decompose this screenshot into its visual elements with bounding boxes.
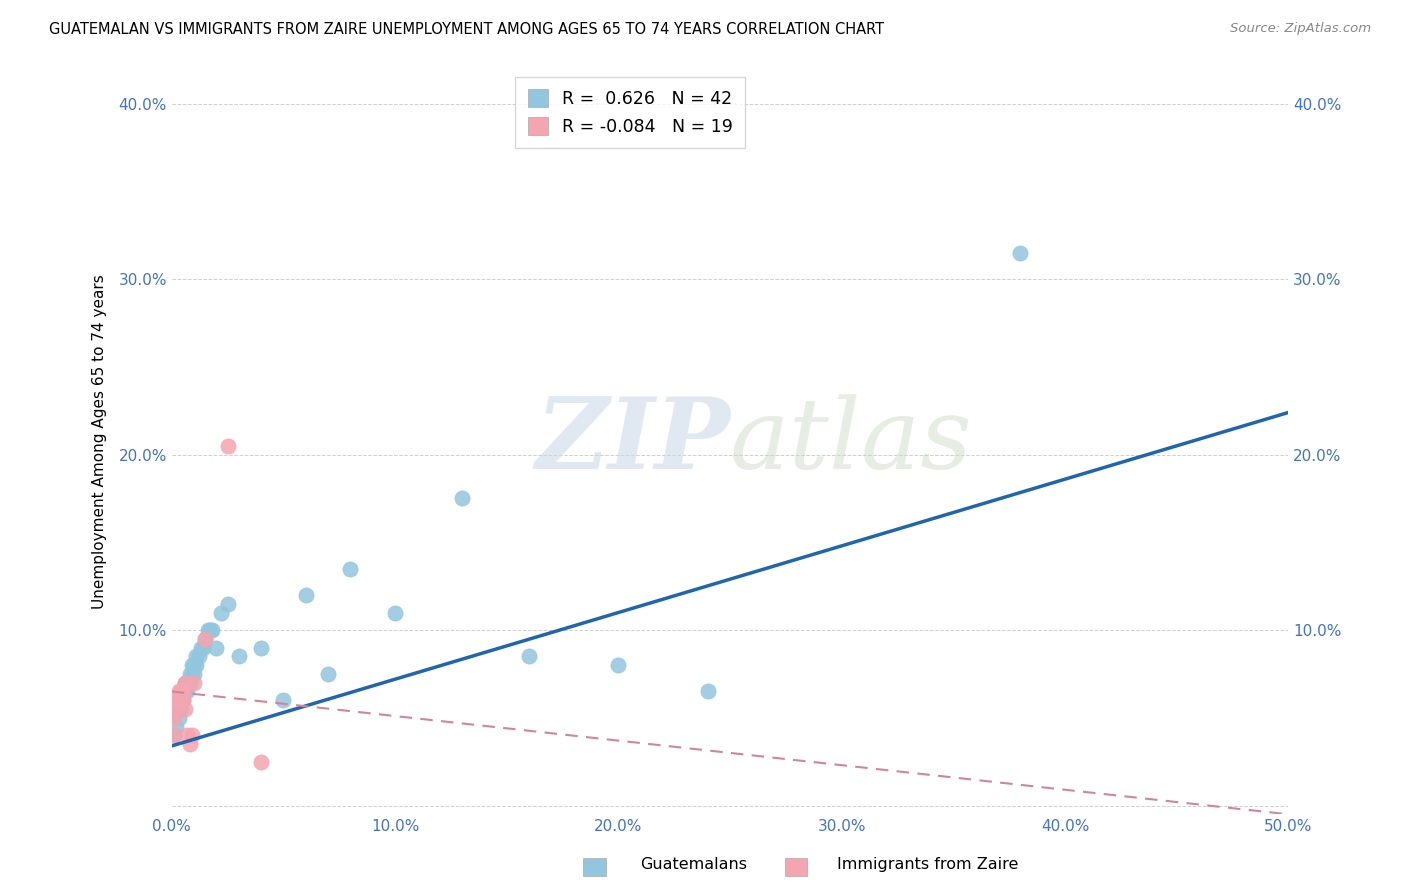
Point [174,684,197,698]
Point [179,667,201,681]
Text: ZIP: ZIP [536,393,730,490]
Point [167,684,190,698]
Point [174,702,197,716]
Y-axis label: Unemployment Among Ages 65 to 74 years: Unemployment Among Ages 65 to 74 years [93,274,107,609]
Text: atlas: atlas [730,393,973,489]
Point [174,675,197,690]
Point [201,623,224,637]
Text: GUATEMALAN VS IMMIGRANTS FROM ZAIRE UNEMPLOYMENT AMONG AGES 65 TO 74 YEARS CORRE: GUATEMALAN VS IMMIGRANTS FROM ZAIRE UNEM… [49,22,884,37]
Point [197,623,219,637]
Point [180,658,202,673]
Point [172,693,194,707]
Point [163,711,186,725]
Text: Immigrants from Zaire: Immigrants from Zaire [837,857,1018,872]
Point [517,649,540,664]
Point [339,561,361,575]
Point [172,684,194,698]
Point [172,693,194,707]
Point [250,640,273,655]
Point [1010,245,1032,260]
Point [294,588,316,602]
Point [180,667,202,681]
Point [174,675,197,690]
Point [186,658,208,673]
Point [176,675,198,690]
Point [179,737,201,751]
Point [176,684,198,698]
Point [180,728,202,742]
Point [163,728,186,742]
Point [607,658,630,673]
Point [170,684,193,698]
Point [172,684,194,698]
Point [165,720,187,734]
Point [183,658,205,673]
Point [194,632,217,646]
Point [228,649,250,664]
Point [194,632,217,646]
Point [183,667,205,681]
Legend: R =  0.626   N = 42, R = -0.084   N = 19: R = 0.626 N = 42, R = -0.084 N = 19 [516,78,745,148]
Point [273,693,295,707]
Point [167,711,190,725]
Point [316,667,339,681]
Point [250,755,273,769]
Point [170,693,193,707]
Text: Source: ZipAtlas.com: Source: ZipAtlas.com [1230,22,1371,36]
Point [167,693,190,707]
Point [190,640,212,655]
Point [176,728,198,742]
Point [183,675,205,690]
Point [170,702,193,716]
Point [451,491,474,506]
Point [209,606,232,620]
Point [186,649,208,664]
Point [217,597,239,611]
Point [170,693,193,707]
Point [165,693,187,707]
Point [384,606,406,620]
Point [167,702,190,716]
Point [187,649,209,664]
Point [205,640,228,655]
Text: Guatemalans: Guatemalans [640,857,747,872]
Point [191,640,214,655]
Point [163,728,186,742]
Point [165,702,187,716]
Point [217,439,239,453]
Point [179,675,201,690]
Point [696,684,718,698]
Point [198,623,221,637]
